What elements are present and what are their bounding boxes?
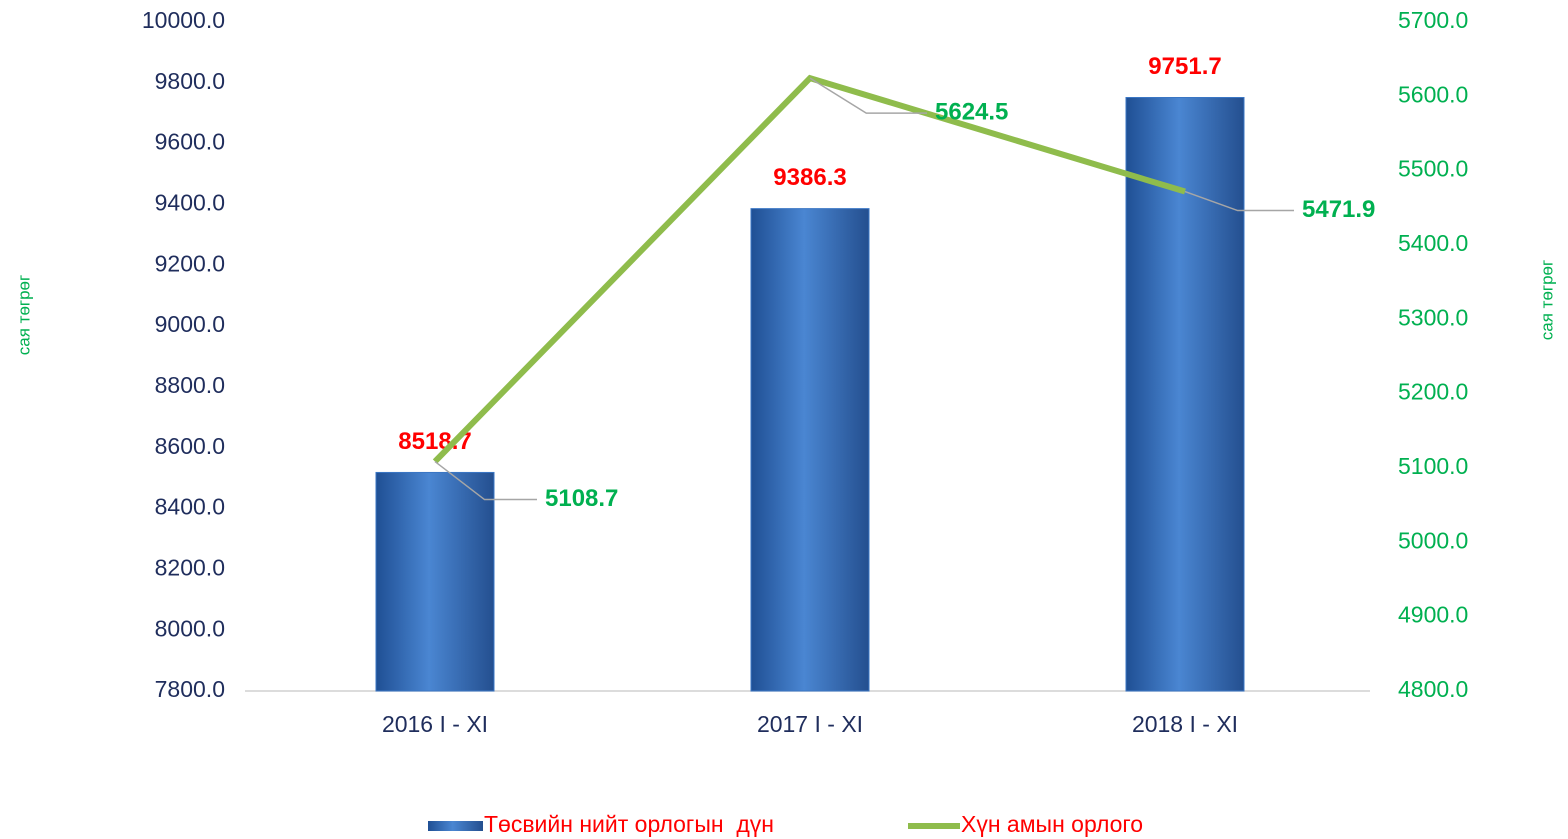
x-tick-label: 2017 I - XI bbox=[757, 711, 863, 737]
y-tick-label: 8400.0 bbox=[155, 494, 225, 520]
y-tick-label: 8200.0 bbox=[155, 554, 225, 580]
line-value-label: 5471.9 bbox=[1302, 196, 1375, 223]
legend-label: Төсвийн нийт орлогын дүн bbox=[484, 811, 774, 837]
y-tick-label: 10000.0 bbox=[142, 7, 225, 33]
leader-line bbox=[809, 77, 927, 114]
legend-swatch bbox=[428, 821, 483, 831]
y2-tick-label: 5400.0 bbox=[1398, 230, 1468, 256]
y-tick-label: 8000.0 bbox=[155, 615, 225, 641]
bar-value-label: 9386.3 bbox=[773, 164, 846, 191]
y-tick-label: 8800.0 bbox=[155, 372, 225, 398]
bar bbox=[375, 471, 495, 692]
y-tick-label: 9200.0 bbox=[155, 250, 225, 276]
y-axis-title: сая төгрөг bbox=[14, 275, 33, 355]
bar-value-label: 9751.7 bbox=[1148, 53, 1221, 80]
y-tick-label: 7800.0 bbox=[155, 676, 225, 702]
y2-axis-title: сая төгрөг bbox=[1537, 260, 1556, 340]
y-tick-label: 9000.0 bbox=[155, 311, 225, 337]
y2-tick-label: 5700.0 bbox=[1398, 7, 1468, 33]
bar bbox=[1125, 97, 1245, 692]
bar bbox=[750, 208, 870, 692]
leader-line bbox=[1184, 190, 1294, 212]
y2-tick-label: 5600.0 bbox=[1398, 81, 1468, 107]
leader-line bbox=[434, 460, 537, 501]
y2-tick-label: 4800.0 bbox=[1398, 676, 1468, 702]
line-value-label: 5624.5 bbox=[935, 98, 1008, 125]
y-tick-label: 8600.0 bbox=[155, 433, 225, 459]
y2-tick-label: 5200.0 bbox=[1398, 379, 1468, 405]
y2-tick-label: 5000.0 bbox=[1398, 527, 1468, 553]
y2-tick-label: 4900.0 bbox=[1398, 602, 1468, 628]
y-tick-label: 9600.0 bbox=[155, 129, 225, 155]
y-tick-label: 9400.0 bbox=[155, 190, 225, 216]
x-tick-label: 2016 I - XI bbox=[382, 711, 488, 737]
line-value-label: 5108.7 bbox=[545, 485, 618, 512]
y2-tick-label: 5500.0 bbox=[1398, 156, 1468, 182]
y2-tick-label: 5300.0 bbox=[1398, 304, 1468, 330]
x-tick-label: 2018 I - XI bbox=[1132, 711, 1238, 737]
y-tick-label: 9800.0 bbox=[155, 68, 225, 94]
legend-label: Хүн амын орлого bbox=[961, 811, 1143, 837]
y2-tick-label: 5100.0 bbox=[1398, 453, 1468, 479]
